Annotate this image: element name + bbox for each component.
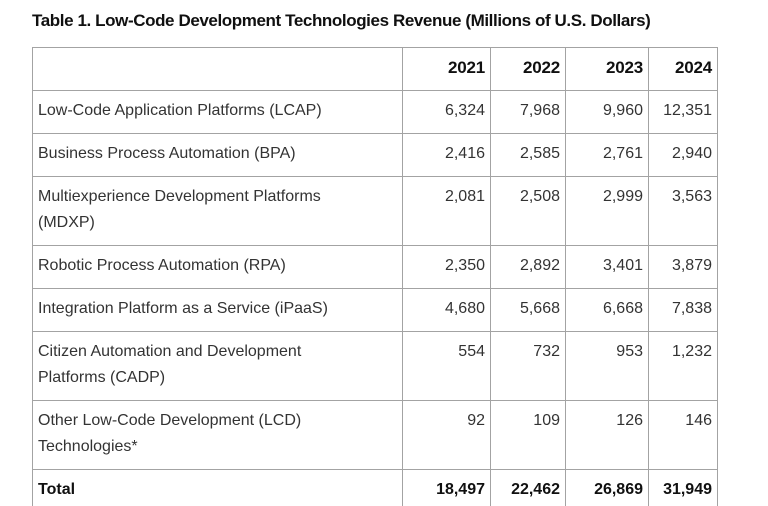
value-cell: 2,892 bbox=[490, 245, 566, 289]
value-cell: 9,960 bbox=[565, 90, 649, 134]
value-cell: 5,668 bbox=[490, 288, 566, 332]
value-cell: 92 bbox=[402, 400, 491, 470]
value-cell: 732 bbox=[490, 331, 566, 401]
table-row-total: Total 18,497 22,462 26,869 31,949 bbox=[32, 469, 718, 506]
total-value-cell: 26,869 bbox=[565, 469, 649, 506]
table-row-bpa: Business Process Automation (BPA) 2,416 … bbox=[32, 133, 718, 177]
value-cell: 953 bbox=[565, 331, 649, 401]
value-cell: 2,416 bbox=[402, 133, 491, 177]
total-value-cell: 31,949 bbox=[648, 469, 718, 506]
row-label: Business Process Automation (BPA) bbox=[38, 145, 296, 162]
table-row-mdxp: Multiexperience Development Platforms (M… bbox=[32, 176, 718, 246]
value-cell: 2,508 bbox=[490, 176, 566, 246]
table-row-other-lcd: Other Low-Code Development (LCD) Technol… bbox=[32, 400, 718, 470]
header-empty-cell bbox=[32, 47, 403, 91]
value-cell: 2,081 bbox=[402, 176, 491, 246]
value-cell: 4,680 bbox=[402, 288, 491, 332]
value-cell: 554 bbox=[402, 331, 491, 401]
revenue-table: 2021 2022 2023 2024 Low-Code Application… bbox=[32, 47, 718, 506]
row-label: Low-Code Application Platforms (LCAP) bbox=[38, 102, 322, 119]
value-cell: 3,401 bbox=[565, 245, 649, 289]
row-label: Robotic Process Automation (RPA) bbox=[38, 257, 286, 274]
year-header-2022: 2022 bbox=[490, 47, 566, 91]
value-cell: 1,232 bbox=[648, 331, 718, 401]
table-row-ipaas: Integration Platform as a Service (iPaaS… bbox=[32, 288, 718, 332]
row-label-cell: Business Process Automation (BPA) bbox=[32, 133, 403, 177]
table-row-cadp: Citizen Automation and Development Platf… bbox=[32, 331, 718, 401]
value-cell: 146 bbox=[648, 400, 718, 470]
row-label: Other Low-Code Development (LCD) Technol… bbox=[38, 412, 302, 455]
value-cell: 6,324 bbox=[402, 90, 491, 134]
table-title: Table 1. Low-Code Development Technologi… bbox=[32, 11, 651, 30]
row-label-cell: Low-Code Application Platforms (LCAP) bbox=[32, 90, 403, 134]
total-label-cell: Total bbox=[32, 469, 403, 506]
row-label-cell: Robotic Process Automation (RPA) bbox=[32, 245, 403, 289]
row-label: Integration Platform as a Service (iPaaS… bbox=[38, 300, 328, 317]
value-cell: 12,351 bbox=[648, 90, 718, 134]
value-cell: 7,838 bbox=[648, 288, 718, 332]
total-label: Total bbox=[38, 481, 76, 498]
row-label-cell: Other Low-Code Development (LCD) Technol… bbox=[32, 400, 403, 470]
value-cell: 3,879 bbox=[648, 245, 718, 289]
row-label: Multiexperience Development Platforms (M… bbox=[38, 188, 321, 231]
year-header-2023: 2023 bbox=[565, 47, 649, 91]
year-header-2024: 2024 bbox=[648, 47, 718, 91]
row-label: Citizen Automation and Development Platf… bbox=[38, 343, 302, 386]
row-label-cell: Multiexperience Development Platforms (M… bbox=[32, 176, 403, 246]
value-cell: 2,350 bbox=[402, 245, 491, 289]
row-label-cell: Integration Platform as a Service (iPaaS… bbox=[32, 288, 403, 332]
table-row-rpa: Robotic Process Automation (RPA) 2,350 2… bbox=[32, 245, 718, 289]
year-header-2021: 2021 bbox=[402, 47, 491, 91]
value-cell: 6,668 bbox=[565, 288, 649, 332]
table-row-lcap: Low-Code Application Platforms (LCAP) 6,… bbox=[32, 90, 718, 134]
value-cell: 2,999 bbox=[565, 176, 649, 246]
header-row: 2021 2022 2023 2024 bbox=[32, 47, 718, 91]
value-cell: 3,563 bbox=[648, 176, 718, 246]
total-value-cell: 22,462 bbox=[490, 469, 566, 506]
value-cell: 2,940 bbox=[648, 133, 718, 177]
page: Table 1. Low-Code Development Technologi… bbox=[0, 10, 768, 506]
value-cell: 7,968 bbox=[490, 90, 566, 134]
total-value-cell: 18,497 bbox=[402, 469, 491, 506]
value-cell: 2,585 bbox=[490, 133, 566, 177]
value-cell: 2,761 bbox=[565, 133, 649, 177]
value-cell: 109 bbox=[490, 400, 566, 470]
value-cell: 126 bbox=[565, 400, 649, 470]
row-label-cell: Citizen Automation and Development Platf… bbox=[32, 331, 403, 401]
